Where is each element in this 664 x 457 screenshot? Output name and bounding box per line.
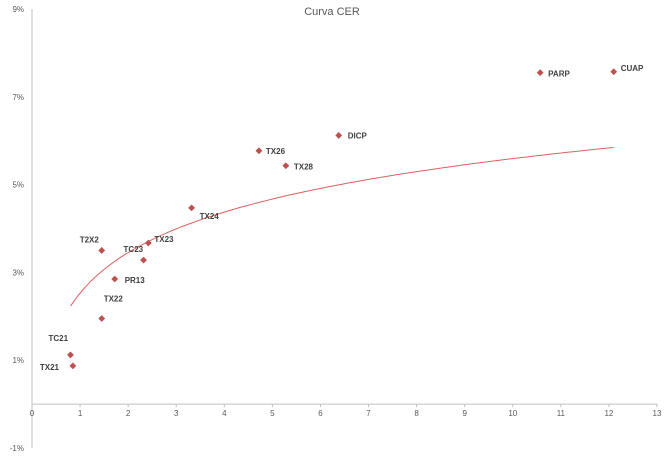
data-point-tc21 bbox=[67, 351, 74, 359]
x-tick-label: 10 bbox=[508, 409, 517, 418]
x-tick-label: 6 bbox=[318, 409, 323, 418]
data-point-t2x2 bbox=[98, 247, 106, 254]
trendline bbox=[70, 147, 614, 307]
point-label-tx28: TX28 bbox=[294, 163, 314, 172]
x-tick-label: 0 bbox=[30, 409, 35, 418]
x-tick-label: 3 bbox=[174, 409, 179, 418]
data-point-cuap bbox=[610, 68, 618, 76]
data-points bbox=[67, 68, 618, 370]
x-tick-label: 8 bbox=[414, 409, 419, 418]
point-label-cuap: CUAP bbox=[621, 64, 644, 73]
x-tick-label: 12 bbox=[604, 409, 613, 418]
point-label-pr13: PR13 bbox=[125, 276, 146, 285]
point-label-tc21: TC21 bbox=[48, 334, 68, 343]
data-point-tx24 bbox=[188, 204, 196, 212]
y-tick-label: 7% bbox=[12, 93, 24, 102]
point-label-t2x2: T2X2 bbox=[80, 235, 100, 244]
x-tick-label: 2 bbox=[126, 409, 131, 418]
chart-title: Curva CER bbox=[304, 6, 360, 18]
x-tick-label: 11 bbox=[557, 409, 566, 418]
data-point-tx26 bbox=[255, 147, 263, 155]
point-label-tx24: TX24 bbox=[200, 212, 220, 221]
x-tick-label: 13 bbox=[653, 409, 662, 418]
point-label-tx26: TX26 bbox=[266, 147, 286, 156]
x-axis-ticks: 0 1 2 3 4 5 6 7 8 9 10 11 12 13 bbox=[30, 404, 662, 418]
point-label-tx22: TX22 bbox=[104, 294, 124, 303]
data-point-parp bbox=[536, 69, 544, 77]
x-tick-label: 4 bbox=[222, 409, 227, 418]
y-tick-label: 5% bbox=[12, 181, 24, 190]
data-point-tx22 bbox=[98, 315, 106, 322]
x-tick-label: 7 bbox=[366, 409, 371, 418]
x-tick-label: 1 bbox=[78, 409, 83, 418]
x-tick-label: 9 bbox=[462, 409, 467, 418]
point-label-parp: PARP bbox=[548, 70, 570, 79]
data-point-tx21 bbox=[69, 362, 77, 370]
x-tick-label: 5 bbox=[270, 409, 275, 418]
y-axis-ticks: 9% 7% 5% 3% 1% -1% bbox=[10, 5, 24, 453]
y-tick-label: 1% bbox=[12, 356, 24, 365]
data-point-tx23 bbox=[144, 239, 152, 247]
chart-axes bbox=[31, 9, 657, 448]
data-point-tx28 bbox=[282, 162, 290, 170]
point-label-dicp: DICP bbox=[348, 131, 368, 140]
y-tick-label: 9% bbox=[12, 5, 24, 14]
y-tick-label: 3% bbox=[12, 268, 24, 277]
data-point-dicp bbox=[335, 132, 343, 139]
point-label-tc23: TC23 bbox=[124, 245, 144, 254]
point-label-tx23: TX23 bbox=[154, 235, 174, 244]
y-tick-label: -1% bbox=[10, 444, 24, 453]
point-labels: TX21 TC21 TX22 T2X2 PR13 TC23 TX23 TX24 TX26 TX28… bbox=[40, 64, 644, 372]
data-point-pr13 bbox=[111, 275, 119, 283]
data-point-tc23 bbox=[140, 256, 147, 264]
point-label-tx21: TX21 bbox=[40, 363, 60, 372]
